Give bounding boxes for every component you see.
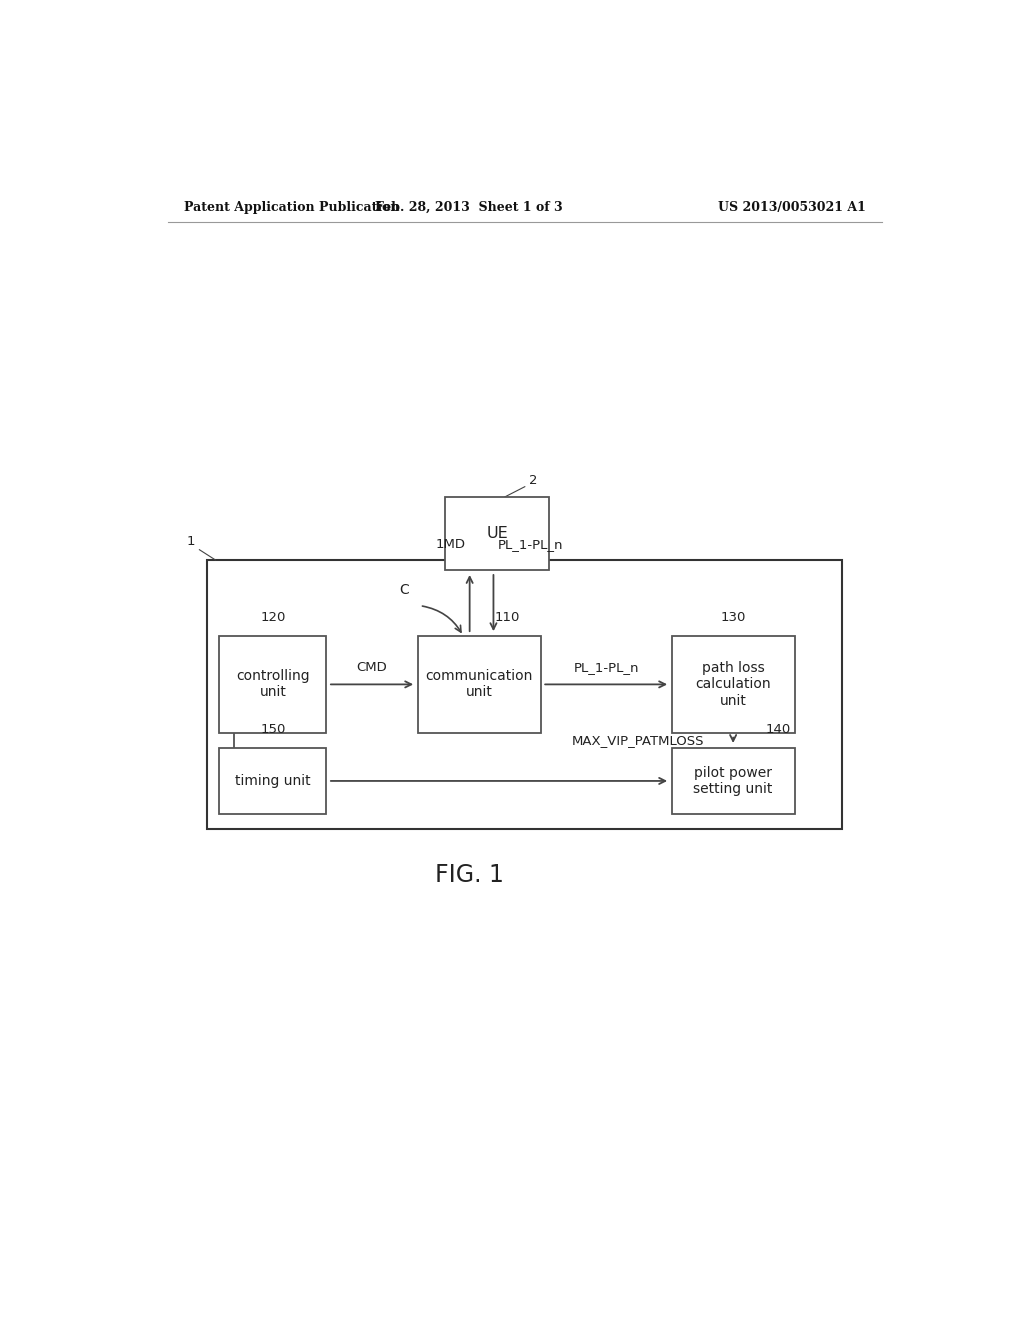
- Text: PL_1-PL_n: PL_1-PL_n: [498, 539, 563, 552]
- Text: 1: 1: [187, 535, 196, 548]
- Text: path loss
calculation
unit: path loss calculation unit: [695, 661, 771, 708]
- Text: 120: 120: [260, 611, 286, 624]
- Bar: [672, 636, 795, 733]
- Bar: [418, 636, 541, 733]
- Text: US 2013/0053021 A1: US 2013/0053021 A1: [718, 201, 866, 214]
- Text: communication
unit: communication unit: [426, 669, 532, 700]
- Bar: [445, 496, 549, 570]
- Text: 140: 140: [765, 723, 791, 735]
- Bar: [207, 560, 843, 829]
- Text: Patent Application Publication: Patent Application Publication: [183, 201, 399, 214]
- Bar: [672, 748, 795, 814]
- Text: timing unit: timing unit: [236, 774, 310, 788]
- Text: CMD: CMD: [356, 661, 387, 675]
- Text: controlling
unit: controlling unit: [236, 669, 309, 700]
- Text: 150: 150: [260, 723, 286, 735]
- Bar: [219, 636, 327, 733]
- Text: 1MD: 1MD: [435, 539, 466, 552]
- Text: pilot power
setting unit: pilot power setting unit: [693, 766, 773, 796]
- Text: 130: 130: [721, 611, 745, 624]
- Bar: [219, 748, 327, 814]
- Text: 2: 2: [528, 474, 538, 487]
- Text: Feb. 28, 2013  Sheet 1 of 3: Feb. 28, 2013 Sheet 1 of 3: [376, 201, 563, 214]
- Text: UE: UE: [486, 525, 508, 541]
- Text: PL_1-PL_n: PL_1-PL_n: [573, 661, 639, 675]
- Text: FIG. 1: FIG. 1: [435, 863, 504, 887]
- Text: 110: 110: [495, 611, 520, 624]
- Text: C: C: [399, 583, 409, 598]
- Text: MAX_VIP_PATMLOSS: MAX_VIP_PATMLOSS: [571, 734, 705, 747]
